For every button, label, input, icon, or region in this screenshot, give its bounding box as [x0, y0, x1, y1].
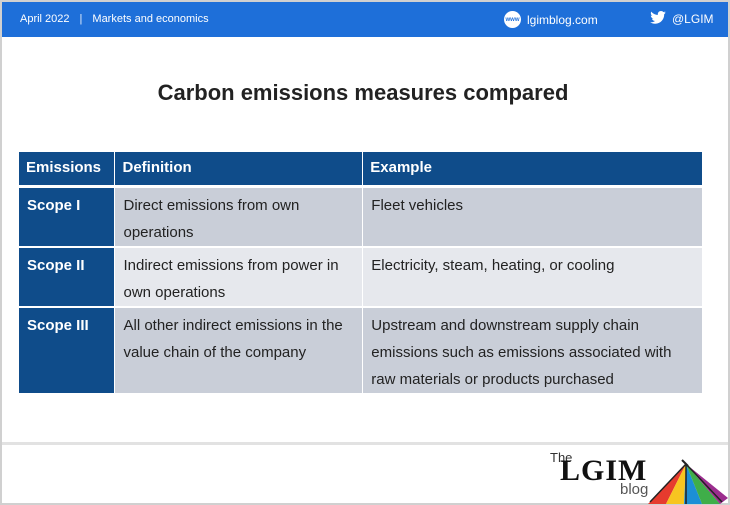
header-date: April 2022 [20, 13, 70, 25]
emissions-table: Emissions Definition Example Scope I Dir… [19, 152, 703, 395]
definition-cell: Direct emissions from own operations [114, 186, 364, 248]
table-header-row: Emissions Definition Example [19, 152, 703, 188]
example-cell: Electricity, steam, heating, or cooling [362, 246, 703, 308]
header-separator: | [79, 13, 83, 25]
header-definition: Definition [114, 152, 364, 188]
header-left: April 2022 | Markets and economics [20, 13, 209, 25]
globe-www-icon: www [504, 11, 521, 28]
twitter-link[interactable]: @LGIM [650, 11, 714, 27]
footer-divider [2, 442, 728, 445]
site-label: lgimblog.com [527, 12, 598, 27]
scope-label: Scope II [19, 246, 116, 308]
table-row: Scope III All other indirect emissions i… [19, 306, 703, 395]
example-cell: Upstream and downstream supply chain emi… [362, 306, 703, 395]
twitter-handle: @LGIM [672, 12, 714, 26]
definition-cell: Indirect emissions from power in own ope… [114, 246, 364, 308]
scope-label: Scope III [19, 306, 116, 395]
example-cell: Fleet vehicles [362, 186, 703, 248]
scope-label: Scope I [19, 186, 116, 248]
top-bar: April 2022 | Markets and economics www l… [2, 2, 728, 37]
header-example: Example [362, 152, 703, 188]
table-row: Scope II Indirect emissions from power i… [19, 246, 703, 308]
umbrella-icon [648, 459, 728, 504]
header-emissions: Emissions [19, 152, 116, 188]
definition-cell: All other indirect emissions in the valu… [114, 306, 364, 395]
site-link[interactable]: www lgimblog.com [504, 11, 598, 28]
table-row: Scope I Direct emissions from own operat… [19, 186, 703, 248]
page-title: Carbon emissions measures compared [157, 80, 569, 105]
lgim-blog-logo: The LGIM blog [536, 450, 728, 504]
twitter-bird-icon [650, 11, 666, 27]
logo-blog: blog [620, 481, 649, 498]
logo-the: The [550, 450, 573, 465]
logo-lgim: LGIM [560, 454, 648, 487]
header-section-link[interactable]: Markets and economics [92, 13, 209, 25]
